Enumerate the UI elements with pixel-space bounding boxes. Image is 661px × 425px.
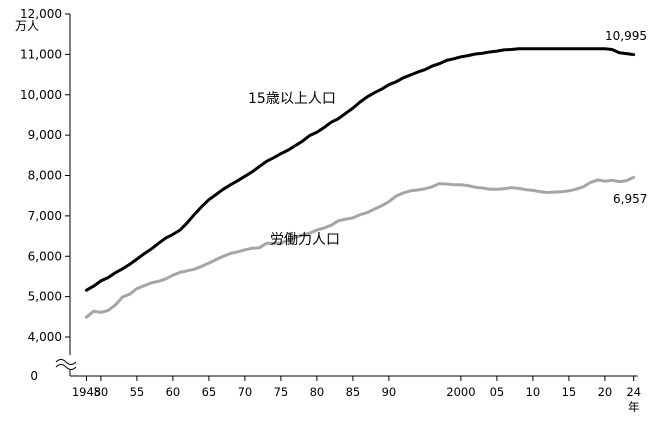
x-tick-label: 1948 <box>72 385 101 399</box>
y-tick-label: 9,000 <box>28 128 62 142</box>
x-tick-label: 2000 <box>446 385 475 399</box>
axis-break-mark <box>55 359 77 365</box>
y-tick-label: 4,000 <box>28 330 62 344</box>
series-name-label: 15歳以上人口 <box>248 91 336 107</box>
series-end-value-label: 10,995 <box>605 29 647 43</box>
x-tick-label: 80 <box>310 385 325 399</box>
x-tick-label: 50 <box>94 385 109 399</box>
x-tick-label: 65 <box>202 385 217 399</box>
axis-break-mark <box>55 364 77 370</box>
x-tick-label: 05 <box>490 385 505 399</box>
y-tick-label: 5,000 <box>28 290 62 304</box>
y-tick-label: 10,000 <box>20 88 62 102</box>
x-tick-label: 60 <box>166 385 181 399</box>
y-tick-label: 8,000 <box>28 169 62 183</box>
series-end-value-label: 6,957 <box>613 192 647 206</box>
y-tick-label: 7,000 <box>28 209 62 223</box>
series-line <box>85 175 636 319</box>
x-tick-label: 85 <box>346 385 361 399</box>
x-tick-label: 24 <box>626 385 641 399</box>
series-line <box>85 47 636 292</box>
y-unit-label: 万人 <box>15 19 39 33</box>
y-tick-label: 11,000 <box>20 47 62 61</box>
x-unit-label: 年 <box>628 400 640 414</box>
x-tick-label: 15 <box>562 385 577 399</box>
series-name-label: 労働力人口 <box>270 232 340 248</box>
x-tick-label: 90 <box>382 385 397 399</box>
x-tick-label: 10 <box>526 385 541 399</box>
x-tick-label: 20 <box>598 385 613 399</box>
y-zero-label: 0 <box>30 369 38 383</box>
y-tick-label: 6,000 <box>28 249 62 263</box>
x-tick-label: 55 <box>130 385 145 399</box>
axis-break-mask <box>58 357 82 370</box>
y-tick-label: 12,000 <box>20 7 62 21</box>
x-tick-label: 70 <box>238 385 253 399</box>
x-tick-label: 75 <box>274 385 289 399</box>
